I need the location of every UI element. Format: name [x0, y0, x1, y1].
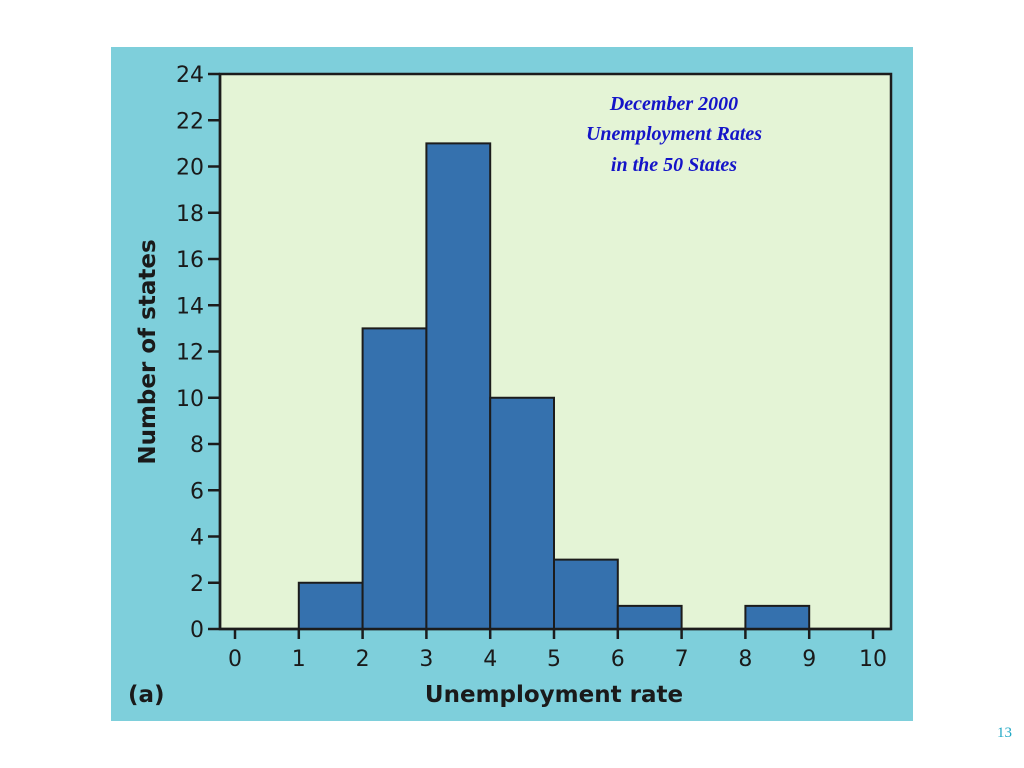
histogram-bar — [553, 558, 619, 630]
y-tick-label: 18 — [176, 202, 204, 227]
y-tick-label: 12 — [176, 341, 204, 366]
y-tick-label: 2 — [190, 572, 204, 597]
histogram-bar — [361, 327, 428, 630]
x-tick-label: 6 — [611, 647, 625, 672]
x-tick-label: 7 — [675, 647, 689, 672]
annotation-line-2: Unemployment Rates — [586, 123, 762, 145]
x-tick-label: 4 — [483, 647, 497, 672]
histogram-bar — [616, 604, 683, 630]
x-tick-label: 1 — [292, 647, 306, 672]
x-tick-label: 9 — [802, 647, 816, 672]
x-tick-label: 0 — [228, 647, 242, 672]
histogram-bar — [744, 604, 811, 630]
figure-panel: 0 2 4 6 8 10 12 14 16 18 20 22 24 0 1 2 3 4 5 6 7 8 9 10 Numbe… — [111, 47, 913, 721]
bars-group — [297, 142, 811, 630]
y-tick-label: 24 — [176, 63, 204, 88]
y-axis-title: Number of states — [135, 239, 161, 464]
x-ticks-group: 0 1 2 3 4 5 6 7 8 9 10 — [228, 629, 887, 672]
plot-area — [218, 72, 893, 631]
y-tick-label: 10 — [176, 387, 204, 412]
histogram-bar — [297, 581, 364, 630]
y-tick-label: 0 — [190, 618, 204, 643]
y-tick-label: 14 — [176, 294, 204, 319]
histogram-bar — [425, 142, 492, 630]
x-tick-label: 10 — [859, 647, 887, 672]
annotation-line-3: in the 50 States — [611, 154, 737, 176]
y-tick-label: 20 — [176, 156, 204, 181]
x-tick-label: 2 — [356, 647, 370, 672]
panel-label: (a) — [128, 682, 165, 708]
y-tick-label: 16 — [176, 248, 204, 273]
x-tick-label: 8 — [738, 647, 752, 672]
histogram-bar — [489, 396, 556, 630]
y-tick-label: 6 — [190, 479, 204, 504]
annotation-line-1: December 2000 — [609, 93, 738, 115]
y-tick-label: 4 — [190, 526, 204, 551]
x-tick-label: 3 — [419, 647, 433, 672]
x-tick-label: 5 — [547, 647, 561, 672]
y-tick-label: 22 — [176, 109, 204, 134]
y-tick-label: 8 — [190, 433, 204, 458]
x-axis-title: Unemployment rate — [425, 682, 683, 708]
page-number: 13 — [997, 725, 1012, 741]
